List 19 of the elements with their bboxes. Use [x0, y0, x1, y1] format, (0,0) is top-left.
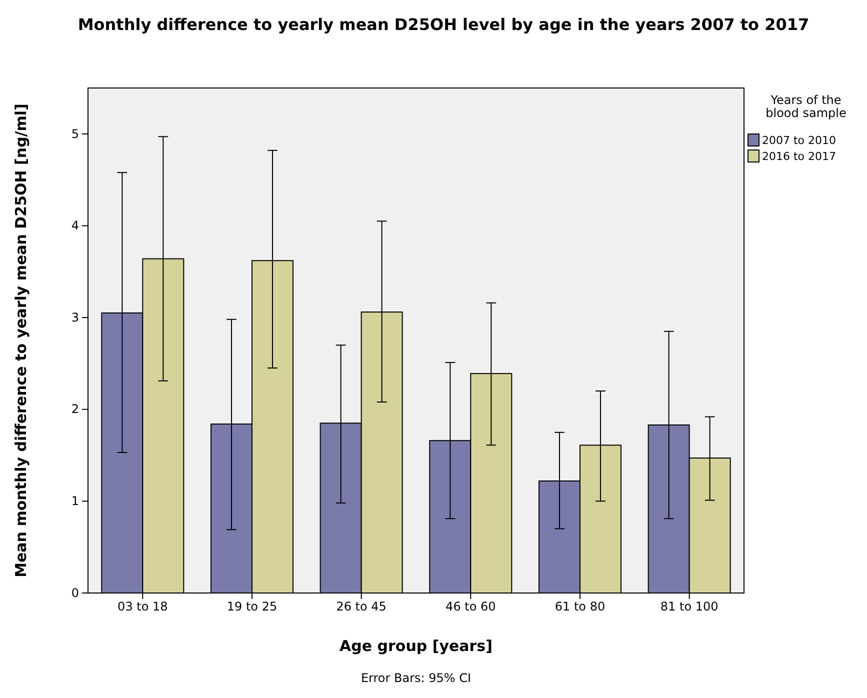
x-tick-label: 61 to 80 [554, 600, 606, 614]
legend-title: Years of the blood sample [766, 93, 846, 120]
x-axis-title: Age group [years] [340, 637, 492, 655]
x-tick-label: 03 to 18 [118, 600, 168, 614]
x-tick-label: 81 to 100 [660, 600, 718, 614]
y-tick-label: 2 [71, 402, 79, 416]
legend-label: 2016 to 2017 [762, 150, 836, 163]
y-tick-label: 0 [71, 586, 79, 600]
y-tick-label: 4 [71, 218, 79, 233]
y-tick-label: 5 [71, 126, 79, 141]
x-tick-label: 26 to 45 [336, 600, 386, 614]
y-axis-title: Mean monthly difference to yearly mean D25OH [ng/ml] [12, 104, 30, 578]
text: Error Bars: 95% CI [360, 671, 472, 685]
chart-title: Monthly difference to yearly mean D25OH level by age in the years 2007 to 2017 [78, 15, 810, 34]
y-tick-label: 3 [71, 310, 79, 324]
legend-label: 2007 to 2010 [762, 134, 836, 147]
x-tick-label: 19 to 25 [226, 600, 278, 614]
x-tick-label: 46 to 60 [446, 600, 496, 614]
y-tick-label: 1 [71, 494, 79, 508]
